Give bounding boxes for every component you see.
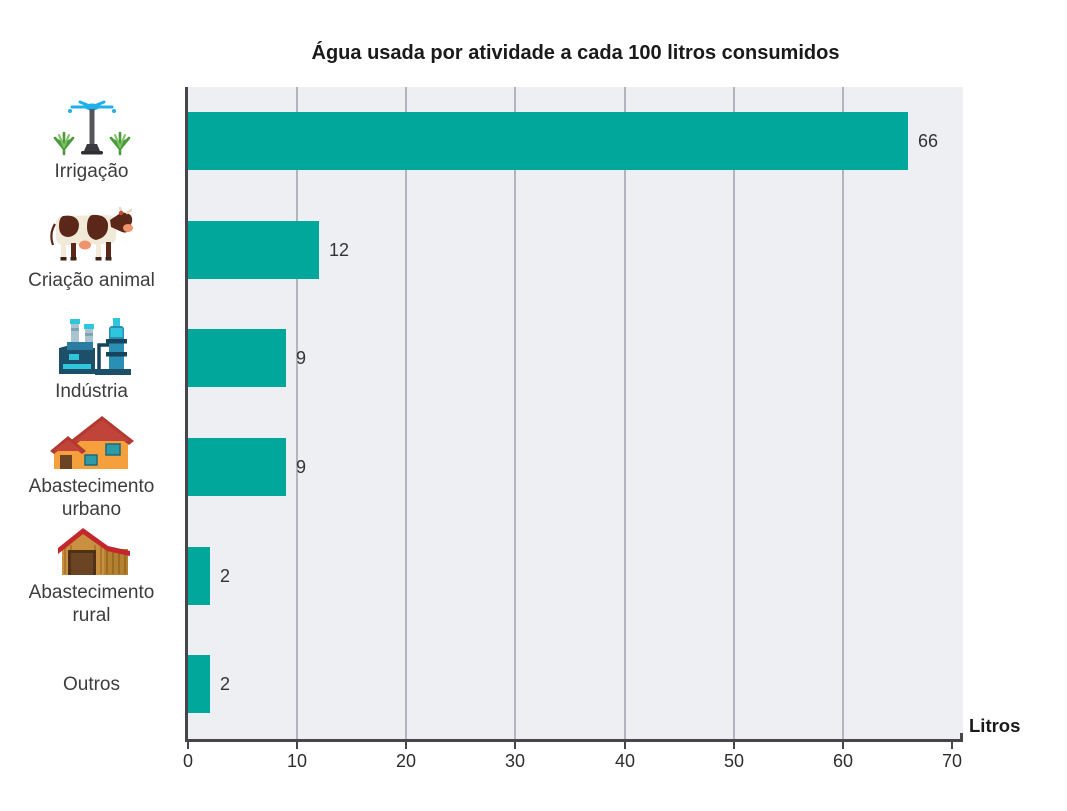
category-label: Abastecimento urbano (29, 475, 155, 521)
category-cell: Indústria (0, 304, 183, 413)
x-tick (733, 742, 735, 749)
gridline (296, 87, 298, 739)
x-tick (187, 742, 189, 749)
category-cell: Abastecimento rural (0, 522, 183, 631)
gridline (842, 87, 844, 739)
category-label: Criação animal (28, 269, 155, 292)
bar-value-label: 9 (296, 457, 307, 477)
category-label-line: Irrigação (54, 160, 129, 182)
bar (188, 438, 286, 496)
bar-value-label: 9 (296, 348, 307, 368)
gridline (405, 87, 407, 739)
bar (188, 112, 908, 170)
gridline (733, 87, 735, 739)
category-label-line: Abastecimento (28, 581, 155, 603)
x-tick (951, 742, 953, 749)
category-label-line: urbano (61, 499, 122, 521)
x-tick-label: 30 (504, 751, 526, 771)
gridline (514, 87, 516, 739)
category-label-line: rural (72, 604, 111, 626)
x-axis-endcap (960, 733, 963, 739)
y-axis-line (185, 87, 188, 742)
category-column: Irrigação Criação animal Indústria Abasteci… (0, 87, 183, 739)
category-label: Abastecimento rural (29, 581, 155, 627)
x-tick-label: 60 (832, 751, 854, 771)
x-tick-label: 10 (286, 751, 308, 771)
x-tick (842, 742, 844, 749)
category-label: Irrigação (55, 160, 129, 183)
factory-icon-wrap (47, 314, 137, 376)
x-tick-label: 50 (723, 751, 745, 771)
x-tick-label: 20 (395, 751, 417, 771)
bar-value-label: 2 (220, 674, 231, 694)
x-tick-label: 0 (182, 751, 193, 771)
barn-icon (57, 527, 130, 575)
category-cell: Criação animal (0, 196, 183, 305)
plot-area: 66 12 9 9 2 2 (188, 87, 963, 739)
category-cell: Abastecimento urbano (0, 413, 183, 522)
barn-icon-wrap (52, 525, 132, 577)
cow-icon-wrap (42, 207, 142, 265)
x-tick-label: 70 (941, 751, 963, 771)
bar-value-label: 2 (220, 566, 231, 586)
category-cell: Outros (0, 630, 183, 739)
gridline (624, 87, 626, 739)
x-axis-line (185, 739, 963, 742)
cow-icon (49, 207, 133, 261)
category-label-line: Criação animal (28, 270, 155, 292)
category-label-line: Outros (62, 674, 121, 696)
x-tick (296, 742, 298, 749)
category-label-line: Abastecimento (28, 476, 155, 498)
bar-value-label: 12 (329, 240, 350, 260)
sprinkler-irrigation-icon-wrap (50, 100, 134, 156)
x-tick (405, 742, 407, 749)
bar (188, 329, 286, 387)
house-icon-wrap (48, 413, 136, 471)
x-axis-unit-label: Litros (969, 715, 1021, 736)
bar (188, 221, 319, 279)
chart-title: Água usada por atividade a cada 100 litr… (311, 42, 840, 64)
bar (188, 547, 210, 605)
bar-value-label: 66 (918, 131, 939, 151)
x-tick (514, 742, 516, 749)
category-label: Indústria (55, 380, 128, 403)
category-label-line: Indústria (55, 381, 128, 403)
house-icon (49, 416, 134, 470)
factory-icon (58, 318, 131, 376)
x-tick-label: 40 (614, 751, 636, 771)
category-cell: Irrigação (0, 87, 183, 196)
bar (188, 655, 210, 713)
sprinkler-irrigation-icon (53, 100, 130, 156)
category-label: Outros (63, 673, 120, 696)
x-tick (624, 742, 626, 749)
